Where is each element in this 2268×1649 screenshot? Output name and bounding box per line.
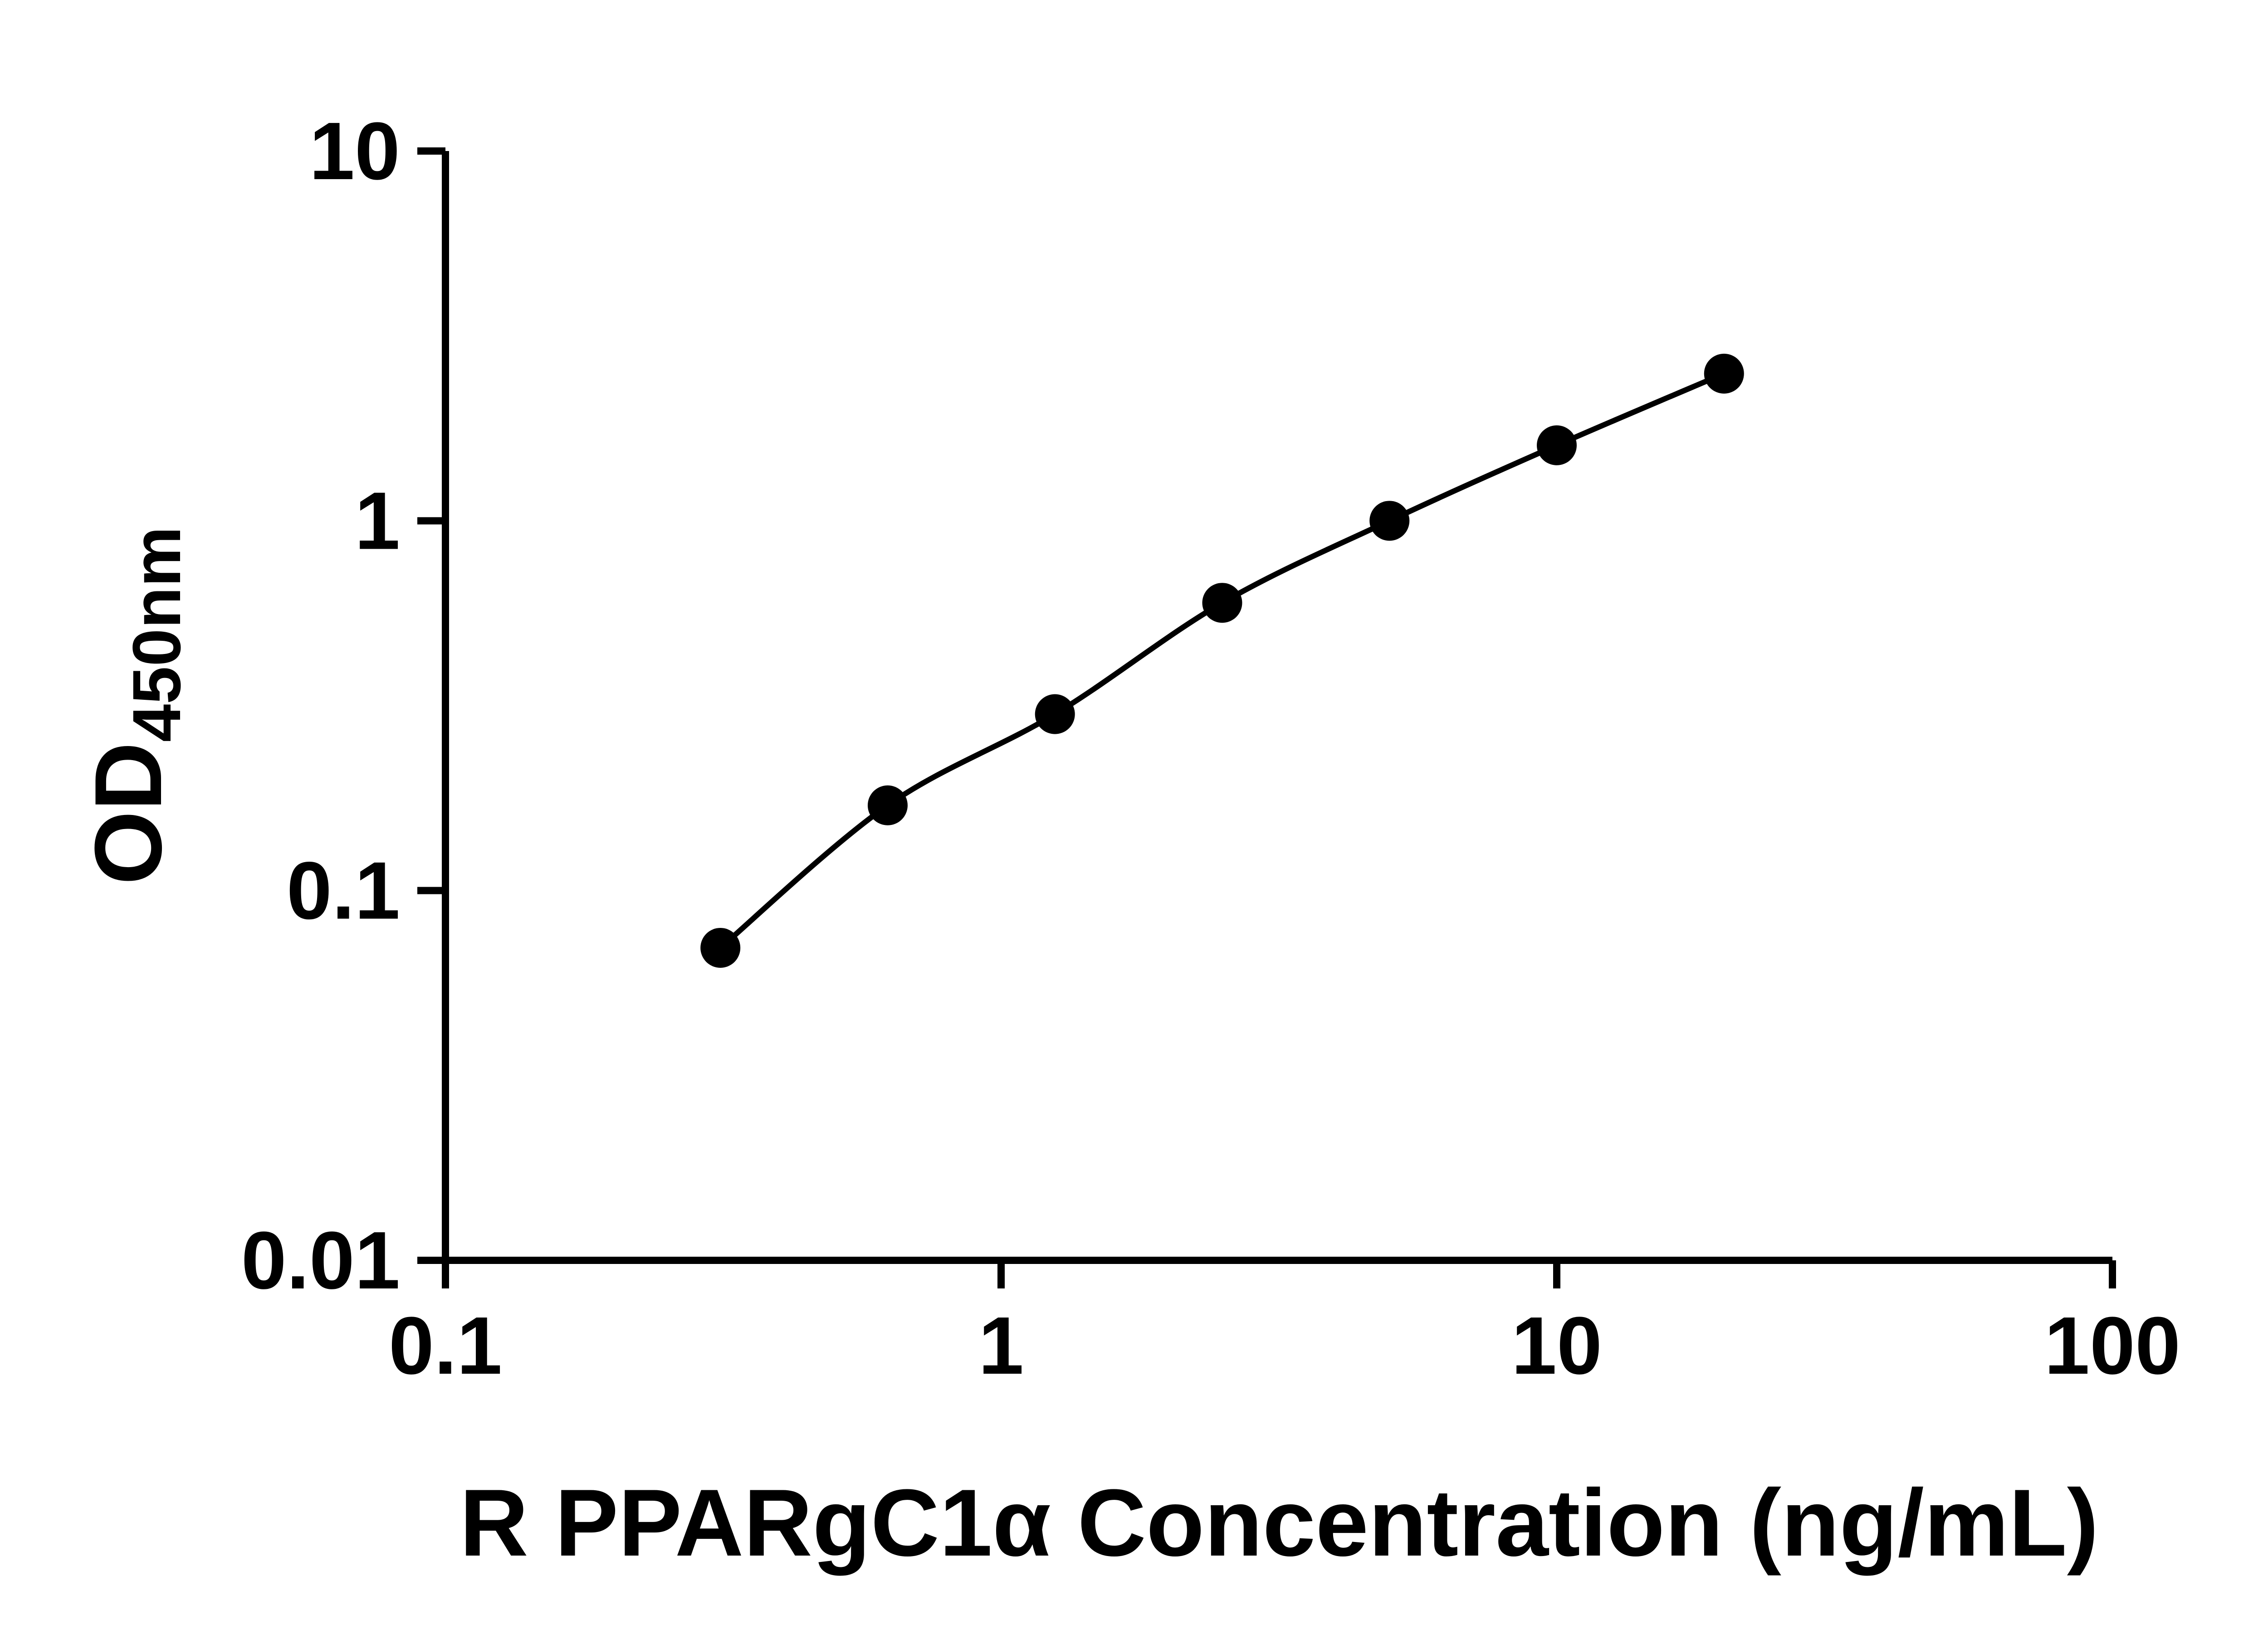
x-tick-label: 1 <box>978 1300 1024 1391</box>
data-point <box>867 785 908 825</box>
data-point <box>1704 353 1744 394</box>
y-axis-title: OD450nm <box>75 527 195 885</box>
data-point <box>700 927 741 968</box>
y-tick-label: 10 <box>309 106 400 197</box>
y-tick-label: 0.01 <box>241 1215 400 1306</box>
data-point <box>1035 694 1075 734</box>
x-tick-label: 100 <box>2044 1300 2180 1391</box>
y-tick-label: 0.1 <box>287 845 400 937</box>
data-point <box>1202 583 1242 623</box>
x-tick-label: 10 <box>1511 1300 1602 1391</box>
data-point <box>1537 425 1577 465</box>
data-point <box>1369 501 1410 541</box>
x-tick-label: 0.1 <box>389 1300 502 1391</box>
y-tick-label: 1 <box>355 475 400 566</box>
x-axis-title: R PPARgC1α Concentration (ng/mL) <box>459 1469 2098 1576</box>
